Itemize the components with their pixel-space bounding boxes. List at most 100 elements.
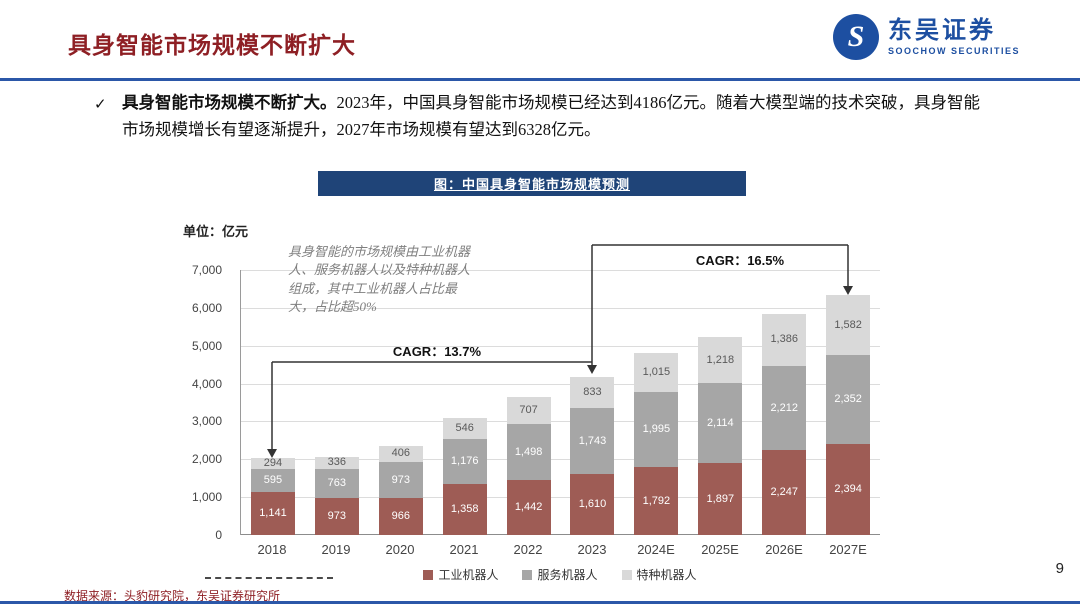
- legend-item: 工业机器人: [423, 566, 498, 583]
- bar-segment: 973: [314, 498, 359, 535]
- bar-segment: 546: [442, 418, 487, 440]
- bar-segment: 2,212: [762, 366, 807, 450]
- bar-segment: 406: [378, 446, 423, 462]
- checkmark-icon: ✓: [94, 95, 107, 113]
- stacked-bar: 1,218 2,114 1,897: [698, 337, 743, 535]
- bar-segment: 1,498: [506, 423, 551, 481]
- bar-segment: 1,995: [634, 391, 679, 468]
- y-axis-ticks: 0 1,000 2,000 3,000 4,000 5,000 6,000 7,000: [158, 263, 230, 542]
- bar-slot: 294 595 1,141: [241, 270, 305, 535]
- bar-segment: 1,442: [506, 480, 551, 535]
- bar-slot: 833 1,743 1,610: [561, 270, 625, 535]
- x-axis-line: [241, 534, 880, 535]
- gridline: [241, 421, 880, 423]
- bar-segment: 595: [250, 469, 295, 492]
- bar-segment: 1,386: [762, 313, 807, 367]
- y-tick-label: 1,000: [191, 490, 222, 505]
- bar-slot: 546 1,176 1,358: [433, 270, 497, 535]
- x-tick-label: 2022: [513, 542, 543, 557]
- gridline: [241, 270, 880, 271]
- x-tick-label: 2027E: [829, 542, 867, 557]
- unit-label: 单位：亿元: [183, 224, 249, 239]
- x-tick-label: 2018: [257, 542, 287, 557]
- x-tick-label: 2021: [449, 542, 479, 557]
- header-divider: [0, 78, 1080, 81]
- bar-segment: 1,176: [442, 439, 487, 484]
- bar-segment: 294: [250, 458, 295, 470]
- gridline: [241, 459, 880, 461]
- summary-body: 2023年，中国具身智能市场规模已经达到4186亿元。随着大模型端的技术突破，具…: [122, 93, 980, 139]
- legend-swatch: [621, 569, 632, 580]
- plot-area: 294 595 1,141 336 763 973 406 973 966 546 1,176 1,3…: [240, 270, 880, 535]
- summary-bullet: ✓ 具身智能市场规模不断扩大。2023年，中国具身智能市场规模已经达到4186亿…: [94, 90, 996, 143]
- x-tick-label: 2023: [577, 542, 607, 557]
- cagr-label-2018-2023: CAGR：13.7%: [392, 344, 482, 359]
- bar-segment: 973: [378, 461, 423, 499]
- gridline: [241, 307, 880, 309]
- chart-title: 图：中国具身智能市场规模预测: [433, 177, 630, 192]
- y-tick-label: 2,000: [191, 452, 222, 467]
- y-tick-label: 5,000: [191, 338, 222, 353]
- bar-segment: 1,218: [698, 337, 743, 384]
- legend-swatch: [522, 569, 533, 580]
- bar-segment: 1,743: [570, 408, 615, 475]
- bar-slot: 336 763 973: [305, 270, 369, 535]
- bar-segment: 1,141: [250, 491, 295, 535]
- stacked-bar: 707 1,498 1,442: [506, 396, 551, 535]
- legend-label: 服务机器人: [537, 568, 598, 582]
- stacked-bar: 406 973 966: [378, 446, 423, 535]
- y-tick-label: 6,000: [191, 300, 222, 315]
- chart-title-banner: 图：中国具身智能市场规模预测: [318, 171, 746, 196]
- y-tick-label: 3,000: [191, 414, 222, 429]
- bar-segment: 1,897: [698, 463, 743, 535]
- bar-segment: 1,610: [570, 474, 615, 535]
- summary-lead: 具身智能市场规模不断扩大。: [122, 93, 337, 112]
- bar-segment: 833: [570, 376, 615, 409]
- bar-slot: 1,386 2,212 2,247: [752, 270, 816, 535]
- bar-segment: 1,358: [442, 483, 487, 535]
- x-tick-label: 2025E: [701, 542, 739, 557]
- bars-container: 294 595 1,141 336 763 973 406 973 966 546 1,176 1,3…: [241, 270, 880, 535]
- bar-slot: 707 1,498 1,442: [497, 270, 561, 535]
- page-title: 具身智能市场规模不断扩大: [68, 33, 356, 58]
- stacked-bar: 833 1,743 1,610: [570, 376, 615, 535]
- gridline: [241, 383, 880, 385]
- stacked-bar: 294 595 1,141: [250, 458, 295, 535]
- stacked-bar: 1,582 2,352 2,394: [826, 295, 871, 535]
- footer-divider: [0, 601, 1080, 604]
- x-tick-label: 2019: [321, 542, 351, 557]
- y-tick-label: 7,000: [191, 263, 222, 277]
- y-tick-label: 0: [215, 528, 222, 542]
- dashed-line: [205, 577, 333, 579]
- bar-slot: 1,582 2,352 2,394: [816, 270, 880, 535]
- bar-segment: 1,582: [826, 295, 871, 356]
- legend-item: 服务机器人: [522, 566, 598, 583]
- bar-slot: 1,015 1,995 1,792: [624, 270, 688, 535]
- x-tick-label: 2020: [385, 542, 415, 557]
- stacked-bar: 1,386 2,212 2,247: [762, 313, 807, 535]
- bar-segment: 336: [314, 456, 359, 470]
- x-tick-label: 2026E: [765, 542, 803, 557]
- logo-name-en: SOOCHOW SECURITIES: [887, 45, 1020, 56]
- bar-segment: 1,792: [634, 467, 679, 535]
- stacked-bar: 336 763 973: [314, 456, 359, 535]
- bar-segment: 1,015: [634, 353, 679, 392]
- bar-segment: 2,247: [762, 449, 807, 535]
- bar-segment: 2,114: [698, 383, 743, 464]
- legend-label: 工业机器人: [438, 568, 499, 582]
- legend-item: 特种机器人: [621, 566, 697, 583]
- bar-segment: 2,352: [826, 355, 871, 445]
- logo-text: 东吴证券 SOOCHOW SECURITIES: [888, 18, 1020, 56]
- x-axis-labels: 2018 2019 2020 2021 2022 2023 2024E 2025E 2026E 2…: [240, 542, 880, 557]
- legend-swatch: [423, 569, 434, 580]
- summary-text: 具身智能市场规模不断扩大。2023年，中国具身智能市场规模已经达到4186亿元。…: [122, 90, 996, 143]
- bar-segment: 2,394: [826, 444, 871, 535]
- logo-icon: S: [832, 14, 879, 60]
- legend-label: 特种机器人: [636, 568, 697, 582]
- chart-note: 具身智能的市场规模由工业机器人、服务机器人以及特种机器人组成，其中工业机器人占比…: [288, 244, 471, 315]
- bar-segment: 707: [506, 396, 551, 424]
- y-tick-label: 4,000: [191, 376, 222, 391]
- x-tick-label: 2024E: [637, 542, 675, 557]
- chart-legend: 工业机器人 服务机器人 特种机器人: [240, 566, 880, 583]
